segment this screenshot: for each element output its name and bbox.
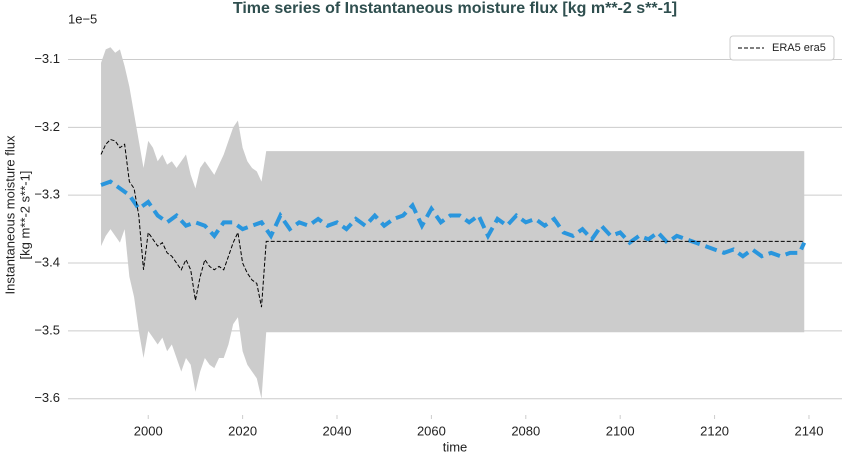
y-tick-label: −3.3 xyxy=(34,187,60,202)
series-line xyxy=(100,138,805,308)
y-tick-label: −3.2 xyxy=(34,119,60,134)
x-tick-label: 2140 xyxy=(795,423,824,438)
y-axis-label: [kg m**-2 s**-1] xyxy=(17,171,32,260)
y-tick-label: −3.1 xyxy=(34,51,60,66)
offset-label: 1e−5 xyxy=(68,11,97,26)
x-tick-label: 2120 xyxy=(700,423,729,438)
x-tick-label: 2020 xyxy=(228,423,257,438)
y-tick-label: −3.6 xyxy=(34,390,60,405)
chart-title: Time series of Instantaneous moisture fl… xyxy=(233,0,677,17)
x-tick-label: 2000 xyxy=(134,423,163,438)
x-tick-label: 2060 xyxy=(417,423,446,438)
x-tick-label: 2080 xyxy=(511,423,540,438)
y-tick-label: −3.5 xyxy=(34,322,60,337)
legend-box xyxy=(729,35,835,61)
legend-label: ERA5 era5 xyxy=(772,42,826,54)
x-tick-label: 2100 xyxy=(606,423,635,438)
y-axis-label: Instantaneous moisture flux xyxy=(2,135,17,294)
x-tick-label: 2040 xyxy=(323,423,352,438)
range-band xyxy=(101,47,805,399)
y-tick-label: −3.4 xyxy=(34,254,60,269)
x-axis-label: time xyxy=(443,439,468,454)
